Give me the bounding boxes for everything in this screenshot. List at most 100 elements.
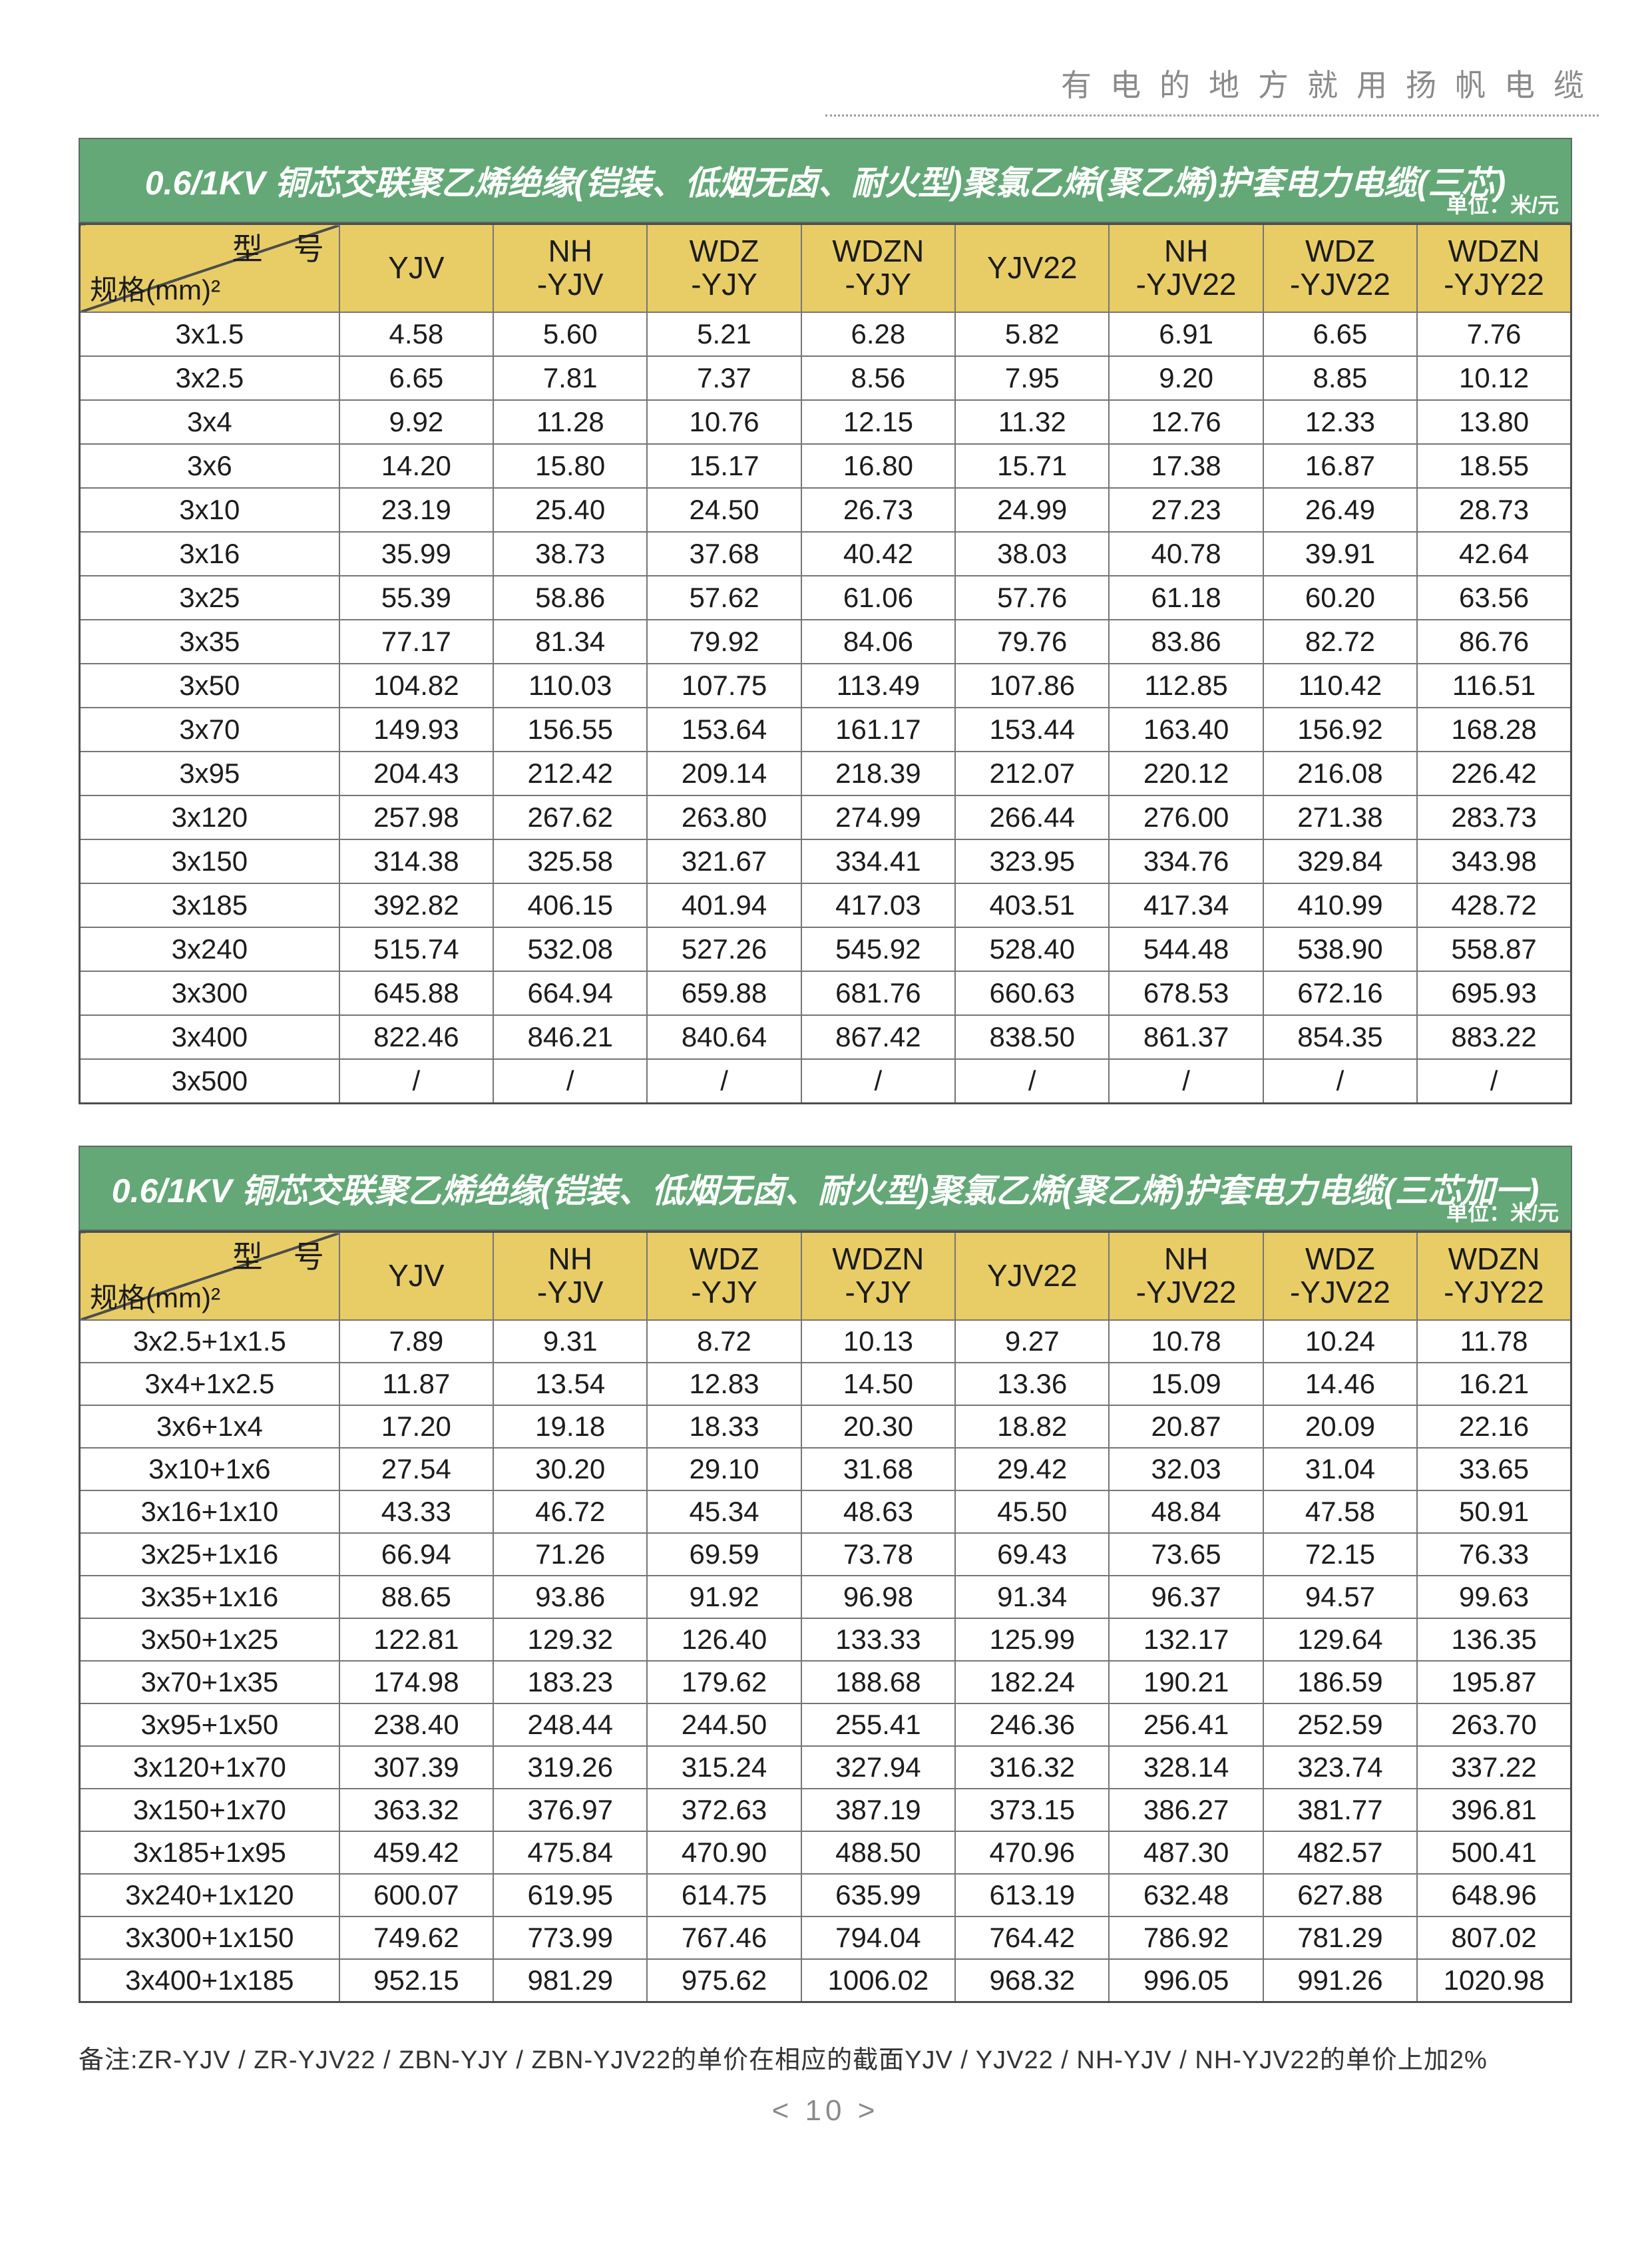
column-header: NH -YJV22 bbox=[1108, 1231, 1264, 1321]
price-cell: 17.38 bbox=[1108, 443, 1264, 489]
spec-cell: 3x500 bbox=[79, 1058, 340, 1104]
price-cell: 110.42 bbox=[1262, 663, 1418, 708]
price-cell: 5.82 bbox=[954, 312, 1110, 357]
price-cell: 316.32 bbox=[954, 1745, 1110, 1789]
price-cell: 664.94 bbox=[493, 971, 648, 1016]
price-cell: 12.76 bbox=[1108, 399, 1264, 445]
price-cell: 11.78 bbox=[1416, 1319, 1572, 1363]
table-row: 3x185+1x95 459.42 475.84 470.90 488.50 470.96… bbox=[79, 1831, 1572, 1875]
spec-cell: 3x70 bbox=[79, 707, 340, 752]
price-cell: 7.95 bbox=[954, 355, 1110, 401]
price-cell: 417.34 bbox=[1108, 883, 1264, 928]
price-cell: 244.50 bbox=[646, 1703, 802, 1747]
spec-cell: 3x400 bbox=[79, 1014, 340, 1060]
price-cell: 149.93 bbox=[338, 707, 495, 752]
price-cell: 30.20 bbox=[493, 1447, 648, 1491]
table-row: 3x4+1x2.5 11.87 13.54 12.83 14.50 13.36 15.09 1… bbox=[79, 1362, 1572, 1406]
table-row: 3x240 515.74 532.08 527.26 545.92 528.40 544.4… bbox=[79, 927, 1572, 972]
price-cell: 94.57 bbox=[1262, 1575, 1418, 1619]
price-cell: 672.16 bbox=[1262, 971, 1418, 1016]
price-cell: 381.77 bbox=[1262, 1788, 1418, 1832]
price-cell: 132.17 bbox=[1108, 1618, 1264, 1662]
price-cell: 209.14 bbox=[646, 751, 802, 796]
price-cell: 218.39 bbox=[800, 751, 956, 796]
price-cell: 867.42 bbox=[800, 1014, 956, 1060]
price-cell: 79.92 bbox=[646, 619, 802, 664]
price-cell: 58.86 bbox=[493, 575, 648, 620]
price-cell: 648.96 bbox=[1416, 1873, 1572, 1917]
price-cell: 854.35 bbox=[1262, 1014, 1418, 1060]
price-cell: 283.73 bbox=[1416, 795, 1572, 840]
price-cell: 11.28 bbox=[493, 399, 648, 445]
price-cell: 195.87 bbox=[1416, 1660, 1572, 1704]
price-cell: 72.15 bbox=[1262, 1532, 1418, 1576]
price-cell: 8.56 bbox=[800, 355, 956, 401]
table-row: 3x16+1x10 43.33 46.72 45.34 48.63 45.50 48.84 4… bbox=[79, 1490, 1572, 1534]
price-cell: 38.03 bbox=[954, 531, 1110, 576]
price-cell: 84.06 bbox=[800, 619, 956, 664]
price-cell: 327.94 bbox=[800, 1745, 956, 1789]
price-cell: 323.95 bbox=[954, 839, 1110, 884]
price-cell: 6.91 bbox=[1108, 312, 1264, 357]
table-row: 3x95+1x50 238.40 248.44 244.50 255.41 246.36 2… bbox=[79, 1703, 1572, 1747]
price-cell: 627.88 bbox=[1262, 1873, 1418, 1917]
price-cell: 99.63 bbox=[1416, 1575, 1572, 1619]
price-table: 型 号 规格(mm)² YJV NH -YJV WDZ -YJY WDZN -YJY YJV2… bbox=[79, 223, 1572, 1104]
unit-label: 单位：米/元 bbox=[1446, 1201, 1559, 1225]
price-cell: 47.58 bbox=[1262, 1490, 1418, 1534]
price-cell: 9.31 bbox=[493, 1319, 648, 1363]
table-row: 3x70 149.93 156.55 153.64 161.17 153.44 163.40… bbox=[79, 707, 1572, 752]
price-cell: 96.37 bbox=[1108, 1575, 1264, 1619]
price-cell: 773.99 bbox=[493, 1916, 648, 1960]
table-row: 3x6+1x4 17.20 19.18 18.33 20.30 18.82 20.87 20.… bbox=[79, 1405, 1572, 1449]
table-row: 3x50+1x25 122.81 129.32 126.40 133.33 125.99 1… bbox=[79, 1618, 1572, 1662]
spec-cell: 3x240+1x120 bbox=[79, 1873, 340, 1917]
price-cell: 545.92 bbox=[800, 927, 956, 972]
table-row: 3x35 77.17 81.34 79.92 84.06 79.76 83.86 82.72 8… bbox=[79, 619, 1572, 664]
spec-cell: 3x185+1x95 bbox=[79, 1831, 340, 1875]
price-cell: 252.59 bbox=[1262, 1703, 1418, 1747]
price-cell: 276.00 bbox=[1108, 795, 1264, 840]
price-cell: 613.19 bbox=[954, 1873, 1110, 1917]
price-cell: / bbox=[493, 1058, 648, 1104]
spec-cell: 3x6+1x4 bbox=[79, 1405, 340, 1449]
spec-cell: 3x25+1x16 bbox=[79, 1532, 340, 1576]
price-cell: 406.15 bbox=[493, 883, 648, 928]
corner-model-label: 型 号 bbox=[232, 1239, 324, 1274]
price-cell: 10.13 bbox=[800, 1319, 956, 1363]
column-header: WDZ -YJV22 bbox=[1262, 1231, 1418, 1321]
price-cell: 161.17 bbox=[800, 707, 956, 752]
price-cell: 323.74 bbox=[1262, 1745, 1418, 1789]
page-content: 0.6/1KV 铜芯交联聚乙烯绝缘(铠装、低烟无卤、耐火型)聚氯乙烯(聚乙烯)护… bbox=[79, 138, 1572, 2128]
price-cell: 257.98 bbox=[338, 795, 495, 840]
table-row: 3x400+1x185 952.15 981.29 975.62 1006.02 968.… bbox=[79, 1958, 1572, 2003]
spec-cell: 3x16+1x10 bbox=[79, 1490, 340, 1534]
price-cell: 186.59 bbox=[1262, 1660, 1418, 1704]
price-cell: 61.18 bbox=[1108, 575, 1264, 620]
price-cell: 48.63 bbox=[800, 1490, 956, 1534]
price-cell: 527.26 bbox=[646, 927, 802, 972]
price-cell: 15.80 bbox=[493, 443, 648, 489]
price-cell: / bbox=[646, 1058, 802, 1104]
price-cell: 60.20 bbox=[1262, 575, 1418, 620]
spec-cell: 3x300 bbox=[79, 971, 340, 1016]
price-cell: 1006.02 bbox=[800, 1958, 956, 2003]
page-number: < 10 > bbox=[771, 2094, 879, 2127]
price-cell: 174.98 bbox=[338, 1660, 495, 1704]
price-cell: 544.48 bbox=[1108, 927, 1264, 972]
price-cell: 182.24 bbox=[954, 1660, 1110, 1704]
spec-cell: 3x4 bbox=[79, 399, 340, 445]
price-cell: 981.29 bbox=[493, 1958, 648, 2003]
table-row: 3x16 35.99 38.73 37.68 40.42 38.03 40.78 39.91 4… bbox=[79, 531, 1572, 576]
price-cell: 846.21 bbox=[493, 1014, 648, 1060]
table-row: 3x95 204.43 212.42 209.14 218.39 212.07 220.12… bbox=[79, 751, 1572, 796]
price-cell: 263.80 bbox=[646, 795, 802, 840]
price-cell: 632.48 bbox=[1108, 1873, 1264, 1917]
price-cell: 113.49 bbox=[800, 663, 956, 708]
price-cell: 14.20 bbox=[338, 443, 495, 489]
spec-cell: 3x400+1x185 bbox=[79, 1958, 340, 2003]
price-cell: 373.15 bbox=[954, 1788, 1110, 1832]
price-cell: 488.50 bbox=[800, 1831, 956, 1875]
price-cell: 168.28 bbox=[1416, 707, 1572, 752]
